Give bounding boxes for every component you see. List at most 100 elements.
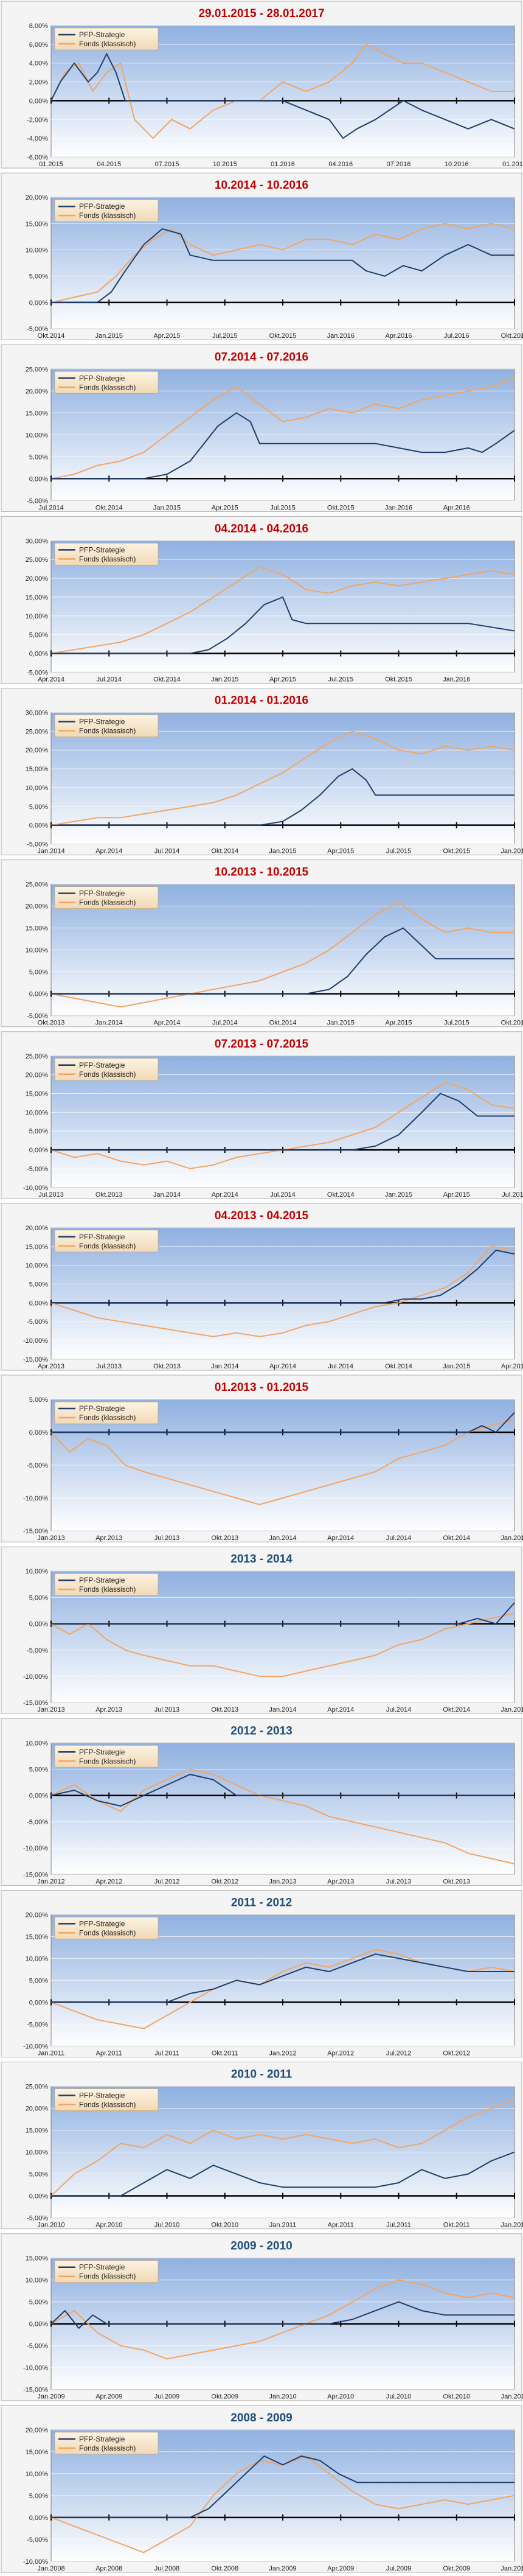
y-tick-label: -5,00% [27,1166,48,1173]
y-tick-label: 0,00% [29,1147,48,1154]
legend-label-fonds: Fonds (klassisch) [79,1413,136,1422]
x-tick-label: 07.2016 [387,161,411,168]
x-tick-label: Okt.2013 [38,1020,65,1027]
y-tick-label: 10,00% [26,2277,49,2284]
series-line-fonds [50,377,515,480]
y-tick-label: 10,00% [26,247,49,254]
x-tick-label: Okt.2016 [501,332,523,340]
legend-box [54,2088,159,2111]
x-tick-label: Okt.2010 [443,2393,470,2401]
chart-title: 2013 - 2014 [230,1553,293,1566]
x-tick-label: Jul.2011 [154,2049,179,2057]
chart-title: 10.2013 - 10.2015 [215,866,309,879]
y-tick-label: 20,00% [26,194,49,201]
chart-title: 2012 - 2013 [230,1724,292,1737]
x-tick-label: Jul.2015 [502,1191,523,1199]
y-tick-label: 0,00% [29,991,48,998]
legend-label-pfp: PFP-Strategie [79,1404,125,1413]
y-tick-label: -2,00% [27,116,48,124]
series-line-fonds [50,1612,515,1677]
legend-box [54,886,159,909]
chart-panel: 04.2013 - 04.2015 20,00% 15,00% 10,00% 5,00%… [1,1203,523,1371]
x-tick-label: Jan.2010 [37,2222,64,2229]
x-tick-label: Jan.2010 [500,2565,523,2572]
y-tick-label: 5,00% [29,2299,48,2306]
x-tick-label: Apr.2013 [95,1535,122,1542]
y-tick-label: 0,00% [29,822,48,830]
legend-label-pfp: PFP-Strategie [79,889,125,898]
legend-box [54,1917,159,1939]
x-tick-label: Okt.2014 [443,1706,470,1713]
x-tick-label: Apr.2011 [96,2049,122,2057]
x-tick-label: Apr.2011 [328,2222,354,2229]
y-tick-label: 10,00% [26,785,49,792]
x-tick-label: Jul.2013 [154,1706,180,1713]
y-tick-label: -10,00% [23,2043,48,2050]
x-tick-label: Jan.2016 [327,332,355,340]
y-tick-label: 10,00% [26,1955,49,1962]
legend-label-fonds: Fonds (klassisch) [79,1585,136,1594]
legend-label-pfp: PFP-Strategie [79,718,125,726]
x-tick-label: Jul.2008 [154,2565,180,2572]
legend-label-pfp: PFP-Strategie [79,1576,125,1584]
x-tick-label: Apr.2010 [327,2393,354,2401]
y-tick-label: 10,00% [26,1568,49,1575]
chart-title: 01.2014 - 01.2016 [215,695,308,707]
series-line-fonds [50,1418,515,1505]
y-tick-label: -10,00% [23,2558,48,2566]
legend-label-pfp: PFP-Strategie [79,1061,125,1069]
y-tick-label: 0,00% [29,1999,48,2006]
x-tick-label: Jan.2015 [500,1535,523,1542]
y-tick-label: 20,00% [26,747,49,754]
series-line-pfp [51,1412,515,1433]
x-tick-label: Jan.2015 [327,1020,355,1027]
legend-box [54,27,159,51]
x-tick-label: Okt.2012 [443,2049,470,2057]
y-tick-label: 0,00% [29,475,48,483]
x-tick-label: Apr.2014 [327,1706,354,1713]
x-tick-label: Jul.2010 [386,2393,412,2401]
y-tick-label: 5,00% [29,803,48,811]
y-tick-label: -5,00% [27,2021,48,2028]
y-tick-label: -10,00% [23,1337,48,1345]
x-tick-label: Jan.2012 [500,2222,523,2229]
legend-box [54,2432,159,2455]
x-tick-label: Jul.2012 [386,2049,412,2057]
x-tick-label: Apr.2015 [443,1191,470,1199]
x-tick-label: Okt.2009 [211,2393,238,2401]
series-line-pfp [50,2301,514,2329]
x-tick-label: Apr.2015 [327,848,354,855]
series-line-fonds [50,901,514,1008]
x-tick-label: Jul.2014 [270,1191,296,1199]
series-line-pfp [51,1093,514,1151]
x-tick-label: Apr.2014 [95,848,122,855]
y-tick-label: 10,00% [26,432,49,439]
x-tick-label: 01.2016 [271,161,295,168]
legend-label-pfp: PFP-Strategie [79,2091,125,2100]
x-tick-label: Apr.2013 [95,1706,122,1713]
legend-label-fonds: Fonds (klassisch) [79,40,136,48]
y-tick-label: 30,00% [26,537,49,545]
chart-panel: 01.2014 - 01.2016 30,00% 25,00% 20,00% 15,00… [1,688,523,856]
y-tick-label: 6,00% [29,41,48,49]
x-tick-label: Jul.2015 [444,1020,469,1027]
series-line-fonds [50,566,515,654]
x-tick-label: 07.2015 [155,161,179,168]
x-tick-label: Jul.2014 [386,1535,412,1542]
x-tick-label: 01.2015 [39,161,63,168]
series-line-fonds [50,2099,515,2197]
x-tick-label: Apr.2013 [327,1878,354,1885]
legend-label-fonds: Fonds (klassisch) [79,555,136,563]
x-tick-label: Okt.2015 [443,848,470,855]
series-line-pfp [50,53,515,139]
y-tick-label: -5,00% [27,1819,48,1826]
x-tick-label: Okt.2013 [153,1363,181,1370]
x-tick-label: Jan.2015 [385,1191,412,1199]
x-tick-label: Apr.2015 [385,1020,412,1027]
legend-label-fonds: Fonds (klassisch) [79,2444,136,2452]
series-line-fonds [50,2279,515,2360]
y-tick-label: -5,00% [27,1318,48,1326]
chart-title: 2010 - 2011 [231,2068,293,2081]
legend-label-pfp: PFP-Strategie [79,374,125,382]
x-tick-label: Okt.2011 [443,2222,470,2229]
